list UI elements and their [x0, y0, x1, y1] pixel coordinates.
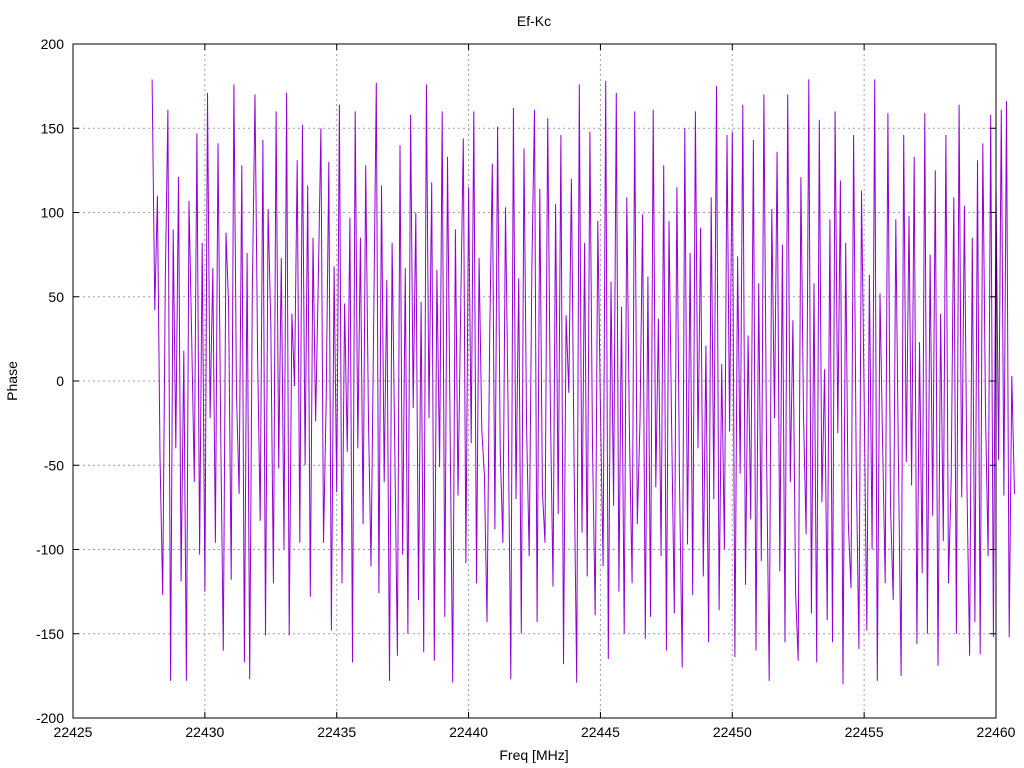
y-tick-label: 200	[41, 36, 65, 52]
x-tick-label: 22445	[581, 724, 620, 740]
x-tick-label: 22430	[185, 724, 224, 740]
y-tick-label: -100	[36, 542, 64, 558]
y-tick-label: 0	[56, 373, 64, 389]
x-tick-label: 22450	[713, 724, 752, 740]
x-tick-label: 22440	[449, 724, 488, 740]
x-tick-label: 22455	[845, 724, 884, 740]
x-tick-label: 22435	[317, 724, 356, 740]
series-line	[151, 79, 1015, 685]
y-axis-label: Phase	[4, 361, 20, 401]
y-tick-label: -50	[44, 457, 64, 473]
x-axis-ticks: 22425 22430 22435 22440 22445 22450 22455 22460	[54, 44, 1016, 740]
y-tick-label: -200	[36, 710, 64, 726]
series-ef-kc	[151, 79, 1015, 685]
x-tick-label: 22460	[977, 724, 1016, 740]
y-tick-label: -150	[36, 626, 64, 642]
chart-title: Ef-Kc	[517, 13, 551, 29]
x-tick-label: 22425	[54, 724, 93, 740]
y-tick-label: 150	[41, 120, 65, 136]
y-tick-label: 50	[48, 289, 64, 305]
x-axis-label: Freq [MHz]	[499, 747, 568, 763]
y-axis-ticks: 200 150 100 50 0 -50 -100 -150 -200	[36, 36, 996, 726]
y-tick-label: 100	[41, 205, 65, 221]
